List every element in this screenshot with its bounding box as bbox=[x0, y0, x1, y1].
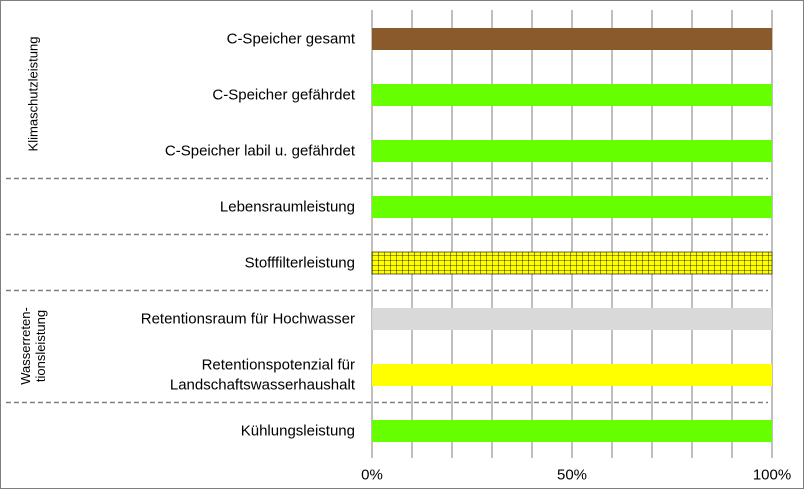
category-label-1: C-Speicher gesamt bbox=[227, 31, 356, 48]
group-label-2-line-1: Wasserreten- bbox=[18, 307, 33, 385]
bar-2 bbox=[372, 84, 772, 106]
category-label-5: Stofffilterleistung bbox=[245, 255, 355, 272]
x-axis-tick-labels: 0% 50% 100% bbox=[361, 467, 791, 484]
bars bbox=[371, 28, 773, 442]
category-label-6: Retentionsraum für Hochwasser bbox=[141, 311, 355, 328]
category-label-4: Lebensraumleistung bbox=[220, 199, 355, 216]
bar-8 bbox=[372, 420, 772, 442]
category-label-7-line-2: Landschaftswasserhaushalt bbox=[170, 377, 356, 394]
category-label-2: C-Speicher gefährdet bbox=[212, 87, 355, 104]
bar-5 bbox=[371, 251, 773, 275]
group-label-1: Klimaschutzleistung bbox=[26, 37, 41, 152]
x-tick-label-2: 50% bbox=[557, 467, 587, 484]
bar-3 bbox=[372, 140, 772, 162]
group-labels: Klimaschutzleistung Wasserreten-tionsleis… bbox=[18, 37, 48, 385]
bar-4 bbox=[372, 196, 772, 218]
category-labels: C-Speicher gesamt C-Speicher gefährdet C-S… bbox=[141, 31, 356, 440]
category-label-8: Kühlungsleistung bbox=[241, 423, 355, 440]
category-label-7-line-1: Retentionspotenzial für bbox=[202, 357, 355, 374]
x-tick-label-3: 100% bbox=[753, 467, 791, 484]
bar-1 bbox=[372, 28, 772, 50]
group-separators bbox=[6, 177, 768, 404]
group-label-2-line-2: tionsleistung bbox=[33, 310, 48, 382]
category-label-3: C-Speicher labil u. gefährdet bbox=[165, 143, 356, 160]
x-tick-label-1: 0% bbox=[361, 467, 383, 484]
bar-6 bbox=[372, 308, 772, 330]
bar-7 bbox=[372, 364, 772, 386]
